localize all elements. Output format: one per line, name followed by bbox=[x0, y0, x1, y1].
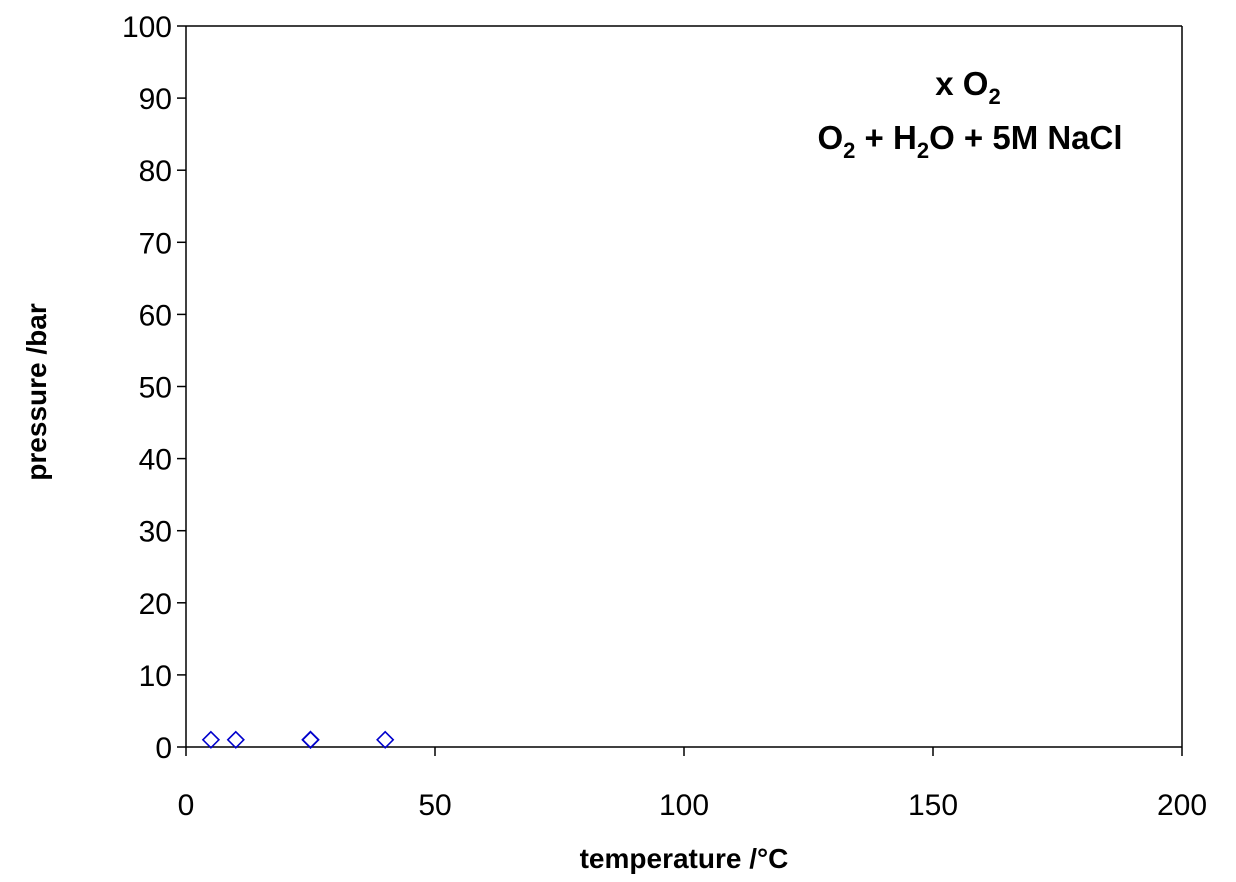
annotation-line-1: x O2 bbox=[935, 65, 1000, 109]
y-tick-label: 0 bbox=[155, 732, 172, 765]
x-tick-label: 100 bbox=[659, 789, 709, 822]
y-tick-label: 30 bbox=[139, 516, 172, 549]
y-axis: 0 10 20 30 40 50 60 70 80 90 100 bbox=[122, 11, 186, 765]
y-tick-label: 50 bbox=[139, 372, 172, 405]
x-axis-label: temperature /°C bbox=[580, 843, 789, 874]
y-tick-label: 10 bbox=[139, 660, 172, 693]
data-point bbox=[201, 730, 221, 749]
data-points bbox=[201, 730, 395, 749]
x-tick-label: 50 bbox=[418, 789, 451, 822]
y-tick-label: 40 bbox=[139, 444, 172, 477]
x-tick-label: 0 bbox=[178, 789, 195, 822]
y-tick-label: 70 bbox=[139, 227, 172, 260]
y-tick-label: 80 bbox=[139, 155, 172, 188]
data-point bbox=[376, 730, 395, 749]
x-tick-label: 150 bbox=[908, 789, 958, 822]
data-point bbox=[301, 730, 320, 749]
y-tick-label: 20 bbox=[139, 588, 172, 621]
data-point bbox=[226, 730, 245, 749]
y-tick-label: 60 bbox=[139, 299, 172, 332]
data-point bbox=[301, 730, 320, 749]
annotation-line-2: O2 + H2O + 5M NaCl bbox=[817, 119, 1122, 163]
y-tick-label: 90 bbox=[139, 83, 172, 116]
data-point bbox=[301, 730, 320, 749]
x-axis: 0 50 100 150 200 bbox=[178, 747, 1207, 822]
x-tick-label: 200 bbox=[1157, 789, 1207, 822]
y-axis-label: pressure /bar bbox=[21, 303, 52, 481]
y-tick-label: 100 bbox=[122, 11, 172, 44]
